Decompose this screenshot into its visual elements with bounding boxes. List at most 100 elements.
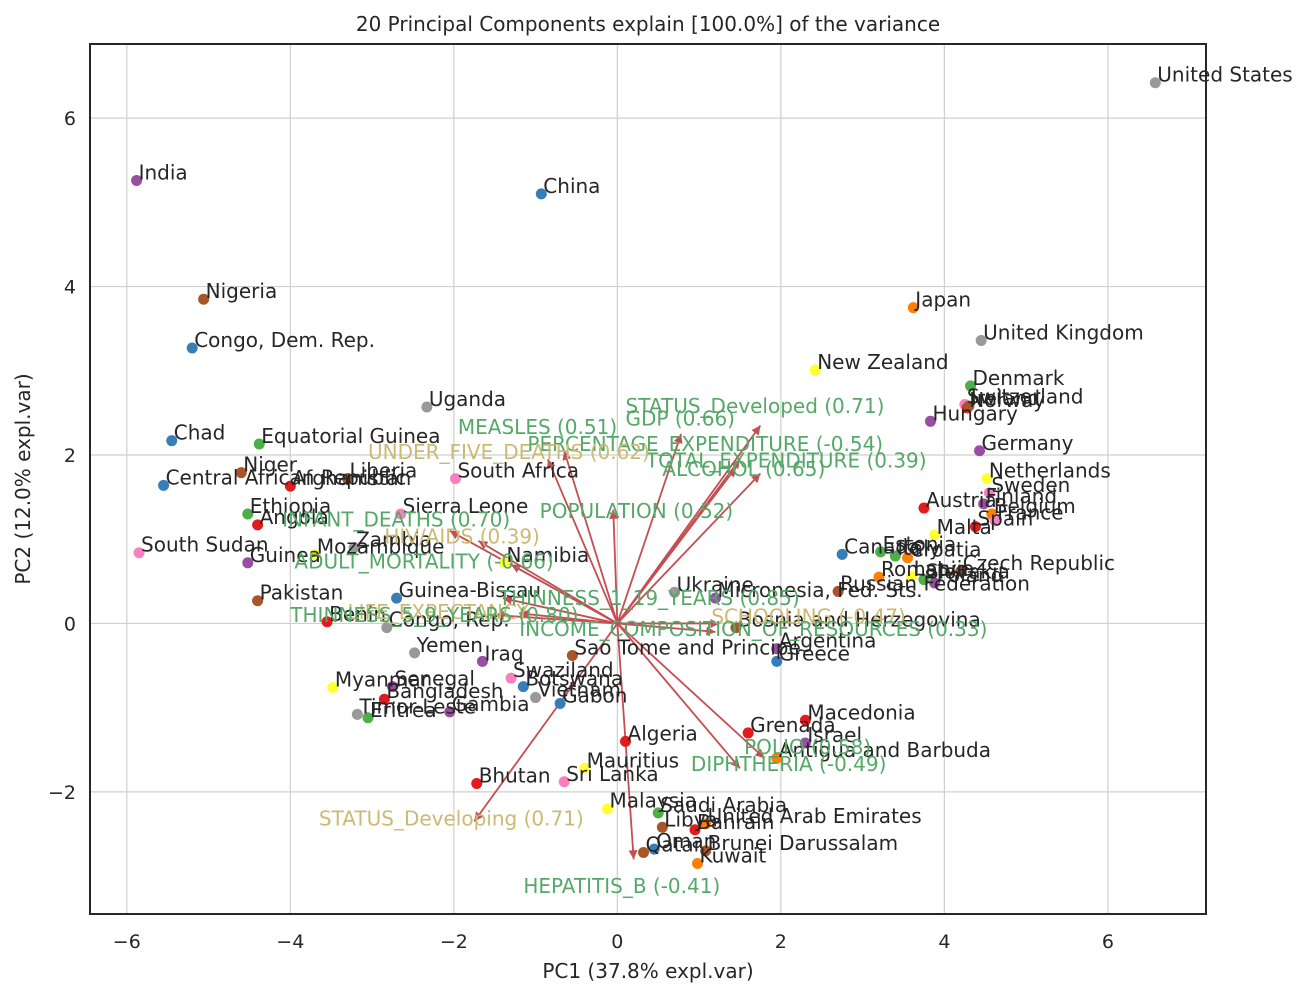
data-point <box>242 508 254 520</box>
data-point <box>700 845 712 857</box>
data-point <box>387 681 399 693</box>
plot-frame <box>89 43 1207 915</box>
point-label: Gambia <box>452 692 530 716</box>
data-point <box>395 508 407 520</box>
data-point <box>771 643 783 655</box>
point-label: Vietnam <box>538 678 621 702</box>
data-point <box>832 585 844 597</box>
point-label: United Arab Emirates <box>708 804 922 828</box>
loading-arrow <box>616 622 766 759</box>
point-label: Switzerland <box>967 384 1084 408</box>
loading-arrowhead <box>562 450 572 461</box>
loading-arrowhead <box>478 540 489 550</box>
data-point <box>799 714 811 726</box>
point-label: Canada <box>844 534 920 558</box>
point-label: Latvia <box>914 556 975 580</box>
data-point <box>535 188 547 200</box>
data-point <box>186 342 198 354</box>
loading-arrowhead <box>609 509 619 519</box>
loading-arrow <box>617 622 716 633</box>
point-label: China <box>543 174 600 198</box>
data-point <box>700 818 712 830</box>
loading-arrowhead <box>730 459 740 470</box>
data-point <box>342 473 354 485</box>
point-label: Ireland <box>971 386 1040 410</box>
data-point <box>875 546 887 558</box>
point-label: Estonia <box>883 532 957 556</box>
point-label: United Kingdom <box>983 320 1144 344</box>
data-point <box>963 400 975 412</box>
data-point <box>476 655 488 667</box>
point-label: Denmark <box>973 366 1065 390</box>
point-label: Grenada <box>750 713 835 737</box>
loading-label: STATUS_Developed (0.71) <box>626 394 885 418</box>
point-label: Romania <box>881 557 968 581</box>
loading-arrowhead <box>449 530 460 540</box>
data-point <box>391 592 403 604</box>
data-point <box>235 467 247 479</box>
data-point <box>989 515 1001 527</box>
loading-arrowhead <box>673 433 683 444</box>
point-label: Poland <box>937 563 1004 587</box>
point-label: Italy <box>897 536 941 560</box>
point-label: Myanmar <box>335 667 430 691</box>
point-label: Russian Federation <box>840 571 1030 595</box>
point-label: Finland <box>986 484 1057 508</box>
point-label: Sweden <box>991 473 1070 497</box>
data-point <box>242 557 254 569</box>
data-point <box>638 847 650 859</box>
point-label: Qatar <box>646 833 703 857</box>
point-label: Spain <box>977 507 1033 531</box>
loading-label: SCHOOLING (-0.47) <box>711 604 905 628</box>
point-label: Croatia <box>910 538 982 562</box>
point-label: Zambia <box>356 528 432 552</box>
y-axis-label: PC2 (12.0% expl.var) <box>11 373 35 584</box>
data-point <box>652 807 664 819</box>
x-tick-label: −6 <box>113 931 141 953</box>
data-point <box>517 681 529 693</box>
point-label: Macedonia <box>807 700 915 724</box>
loading-label: HIV/AIDS (0.39) <box>384 524 540 548</box>
data-point <box>983 487 995 499</box>
point-label: Liberia <box>350 459 418 483</box>
data-point <box>131 174 143 186</box>
point-label: Central African Republic <box>166 465 407 489</box>
data-point <box>284 480 296 492</box>
point-label: Hungary <box>932 401 1018 425</box>
point-label: Mauritius <box>587 748 679 772</box>
data-point <box>133 547 145 559</box>
x-tick-label: −2 <box>440 931 468 953</box>
point-label: Congo, Rep. <box>389 608 510 632</box>
data-point <box>929 529 941 541</box>
loading-label: INFANT_DEATHS (0.70) <box>282 508 510 532</box>
point-label: South Africa <box>457 459 579 483</box>
point-label: Algeria <box>628 721 698 745</box>
data-point <box>348 542 360 554</box>
loading-arrowhead <box>751 425 761 436</box>
point-label: Sierra Leone <box>403 494 529 518</box>
point-label: Afghanistan <box>292 466 411 490</box>
point-label: Namibia <box>507 543 590 567</box>
data-point <box>691 857 703 869</box>
point-label: Yemen <box>416 633 483 657</box>
loading-labels: STATUS_Developed (0.71)GDP (0.66) MEASLES… <box>282 394 987 898</box>
loading-label: STATUS_Developing (0.71) <box>319 807 584 831</box>
data-point <box>362 712 374 724</box>
data-point <box>771 655 783 667</box>
point-label: Ukraine <box>677 572 754 596</box>
point-label: Argentina <box>779 629 877 653</box>
data-point <box>965 380 977 392</box>
loading-label: UNDER_FIVE_DEATHS (0.62) <box>368 440 650 464</box>
data-point <box>620 735 632 747</box>
data-point <box>558 776 570 788</box>
point-label: Norway <box>969 388 1045 412</box>
x-tick-label: 4 <box>938 931 950 953</box>
data-point <box>771 752 783 764</box>
data-point <box>902 552 914 564</box>
data-point <box>969 521 981 533</box>
loading-label: LIFE_EXPECTANCY <box>348 600 530 624</box>
x-tick-label: 0 <box>611 931 623 953</box>
loading-label: MEASLES (0.51) <box>458 415 617 439</box>
data-point <box>166 435 178 447</box>
